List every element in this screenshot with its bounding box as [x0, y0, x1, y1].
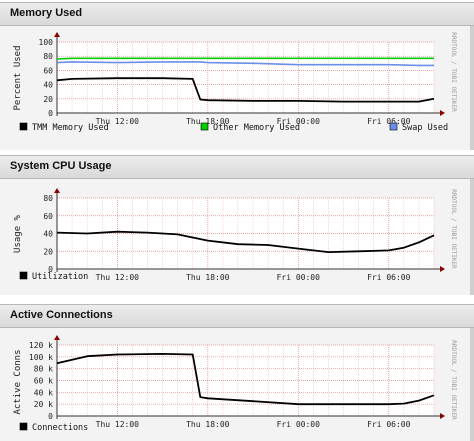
x-tick-label: Fri 00:00	[277, 117, 321, 126]
series-line	[56, 230, 435, 253]
y-axis-arrow	[54, 32, 60, 37]
y-tick-label: 100 k	[29, 353, 53, 362]
panel-title: Active Connections	[10, 309, 113, 321]
legend-swatch	[19, 122, 28, 131]
y-tick-label: 20	[43, 247, 53, 256]
series-line	[56, 352, 435, 406]
y-tick-label: 0	[48, 412, 53, 421]
y-tick-label: 20	[43, 95, 53, 104]
y-axis-label: Active Conns	[13, 349, 23, 414]
y-axis-label: Usage %	[13, 214, 23, 253]
x-tick-label: Fri 06:00	[367, 117, 411, 126]
y-axis-arrow	[54, 335, 60, 340]
x-axis-arrow	[440, 266, 445, 272]
legend-swatch	[19, 422, 28, 431]
x-tick-label: Fri 06:00	[367, 273, 411, 282]
y-axis-arrow	[54, 188, 60, 193]
legend-swatch	[200, 122, 209, 131]
legend-label: TMM Memory Used	[32, 123, 109, 133]
y-tick-label: 60 k	[34, 377, 53, 386]
x-tick-label: Thu 12:00	[96, 117, 140, 126]
legend-item: Utilization	[19, 271, 88, 282]
y-tick-label: 80	[43, 52, 53, 61]
x-tick-label: Thu 12:00	[96, 273, 140, 282]
y-tick-label: 40	[43, 81, 53, 90]
legend-swatch	[389, 122, 398, 131]
active-connections-graph: 120 k 100 k 80 k 60 k 40 k 20 k 0 Thu 12:00 Thu …	[13, 335, 457, 433]
x-tick-label: Fri 06:00	[367, 420, 411, 429]
legend-label: Swap Used	[402, 123, 448, 133]
y-tick-label: 60	[43, 66, 53, 75]
panel-header: Active Connections	[0, 304, 474, 328]
panel-scroll-edge	[470, 26, 474, 150]
panel-body: 120 k 100 k 80 k 60 k 40 k 20 k 0 Thu 12:00 Thu …	[0, 328, 474, 441]
x-tick-label: Thu 12:00	[96, 420, 140, 429]
legend-label: Other Memory Used	[213, 123, 300, 133]
y-tick-label: 0	[48, 109, 53, 118]
active-connections-panel: Active Connections 120 k 100 k 80 k 60 k 40 …	[0, 304, 474, 441]
y-tick-label: 0	[48, 265, 53, 274]
y-tick-label: 40	[43, 230, 53, 239]
legend-item: Swap Used	[389, 122, 448, 133]
watermark-text: RRDTOOL / TOBI OETIKER	[450, 340, 457, 420]
system-cpu-usage-panel: System CPU Usage 80 60 40 20 0 Thu 12:00 Thu 1…	[0, 155, 474, 295]
series-line	[56, 57, 434, 60]
panel-header: System CPU Usage	[0, 155, 474, 179]
watermark-text: RRDTOOL / TOBI OETIKER	[450, 189, 457, 269]
y-axis-label: Percent Used	[13, 45, 23, 110]
series-line	[56, 61, 434, 67]
panel-header: Memory Used	[0, 2, 474, 26]
y-tick-label: 60	[43, 212, 53, 221]
x-tick-label: Thu 18:00	[186, 420, 230, 429]
legend-label: Connections	[32, 423, 88, 433]
legend-swatch	[19, 271, 28, 280]
y-tick-label: 100	[39, 38, 54, 47]
panel-body: 100 80 60 40 20 0 Thu 12:00 Thu 18:00 Fri 00:00 F…	[0, 26, 474, 150]
memory-used-panel: Memory Used 100 80 60 40 20 0 Thu 12:00 Thu 18:…	[0, 2, 474, 150]
x-tick-label: Fri 00:00	[277, 420, 321, 429]
legend-item: Other Memory Used	[200, 122, 300, 133]
legend-item: Connections	[19, 422, 88, 433]
legend-item: TMM Memory Used	[19, 122, 109, 133]
series-line	[56, 77, 435, 103]
x-axis-arrow	[440, 110, 445, 116]
panel-body: 80 60 40 20 0 Thu 12:00 Thu 18:00 Fri 00:00 Fri …	[0, 179, 474, 295]
panel-scroll-edge	[470, 328, 474, 441]
x-tick-label: Thu 18:00	[186, 117, 230, 126]
y-tick-label: 80 k	[34, 365, 53, 374]
y-tick-label: 80	[43, 194, 53, 203]
y-tick-label: 120 k	[29, 341, 53, 350]
y-tick-label: 20 k	[34, 400, 53, 409]
x-tick-label: Thu 18:00	[186, 273, 230, 282]
panel-title: System CPU Usage	[10, 160, 112, 172]
x-tick-label: Fri 00:00	[277, 273, 321, 282]
panel-title: Memory Used	[10, 7, 83, 19]
x-axis-arrow	[440, 413, 445, 419]
system-cpu-graph: 80 60 40 20 0 Thu 12:00 Thu 18:00 Fri 00:00 Fri …	[13, 188, 457, 282]
legend-label: Utilization	[32, 272, 88, 282]
y-tick-label: 40 k	[34, 388, 53, 397]
memory-used-graph: 100 80 60 40 20 0 Thu 12:00 Thu 18:00 Fri 00:00 F…	[13, 32, 457, 133]
panel-scroll-edge	[470, 179, 474, 295]
watermark-text: RRDTOOL / TOBI OETIKER	[450, 32, 457, 112]
